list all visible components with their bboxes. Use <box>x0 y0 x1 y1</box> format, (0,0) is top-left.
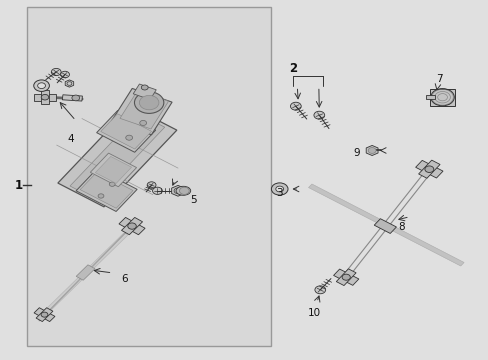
Text: 4: 4 <box>67 134 74 144</box>
Circle shape <box>109 182 115 186</box>
Bar <box>120 91 168 129</box>
Bar <box>44 233 128 312</box>
Bar <box>418 160 439 178</box>
Bar <box>308 184 463 266</box>
Text: 10: 10 <box>307 308 320 318</box>
Bar <box>58 107 177 207</box>
Bar <box>80 172 133 208</box>
Circle shape <box>424 166 433 172</box>
Bar <box>101 114 151 149</box>
Text: 5: 5 <box>189 195 196 205</box>
Bar <box>41 90 49 104</box>
Circle shape <box>367 148 375 153</box>
Text: 9: 9 <box>353 148 360 158</box>
Bar <box>90 153 136 187</box>
Bar <box>36 308 53 321</box>
Text: 1: 1 <box>15 179 22 192</box>
Circle shape <box>139 95 159 110</box>
Circle shape <box>342 274 349 280</box>
Bar <box>34 94 56 101</box>
Bar <box>111 89 172 135</box>
Circle shape <box>38 83 45 89</box>
Bar <box>97 111 155 152</box>
Circle shape <box>152 187 162 194</box>
Circle shape <box>271 183 287 195</box>
Bar <box>34 308 55 321</box>
Circle shape <box>134 92 163 113</box>
Bar <box>70 114 164 199</box>
Bar <box>333 269 358 285</box>
Circle shape <box>140 121 146 126</box>
Bar <box>76 265 95 280</box>
Circle shape <box>98 194 104 198</box>
Circle shape <box>41 312 48 317</box>
Circle shape <box>179 187 189 194</box>
Bar <box>415 161 442 178</box>
Circle shape <box>41 94 49 100</box>
Circle shape <box>51 68 61 76</box>
Text: 3: 3 <box>276 188 283 198</box>
Text: 7: 7 <box>435 74 442 84</box>
Bar <box>133 84 156 100</box>
Circle shape <box>72 95 80 101</box>
Bar <box>95 157 131 183</box>
Bar <box>336 269 355 285</box>
Polygon shape <box>37 81 47 90</box>
Circle shape <box>61 71 69 78</box>
FancyBboxPatch shape <box>27 7 271 346</box>
Circle shape <box>275 186 283 192</box>
Circle shape <box>313 111 324 119</box>
Circle shape <box>125 135 132 140</box>
Circle shape <box>314 286 325 294</box>
Polygon shape <box>65 80 74 87</box>
Polygon shape <box>366 145 377 156</box>
Circle shape <box>127 223 136 229</box>
Bar <box>76 169 137 211</box>
Circle shape <box>141 85 148 90</box>
Bar <box>121 217 142 235</box>
Text: 8: 8 <box>398 222 405 232</box>
Polygon shape <box>171 185 184 196</box>
Circle shape <box>147 182 156 188</box>
Text: 2: 2 <box>289 62 297 75</box>
Bar <box>425 95 434 99</box>
Circle shape <box>34 80 49 91</box>
Bar <box>62 95 82 101</box>
Bar <box>429 89 454 106</box>
Circle shape <box>290 102 301 110</box>
Bar <box>373 219 396 233</box>
Text: 6: 6 <box>121 274 128 284</box>
Ellipse shape <box>176 186 190 195</box>
Bar <box>119 217 145 235</box>
